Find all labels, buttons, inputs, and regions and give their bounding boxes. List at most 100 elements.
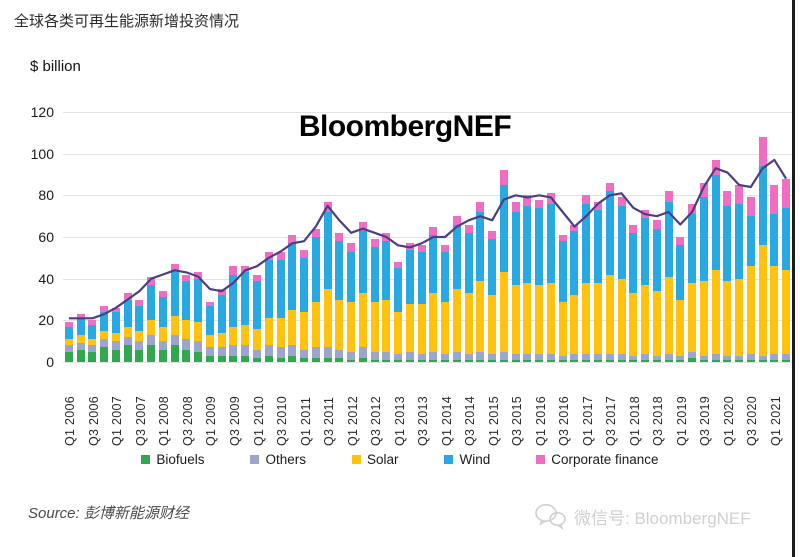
legend-label: Corporate finance <box>551 452 659 467</box>
bar-segment-solar <box>205 334 214 348</box>
bar-segment-solar <box>746 266 755 354</box>
bar-segment-corporate-finance <box>311 228 320 238</box>
bar-segment-corporate-finance <box>64 322 73 327</box>
bar-q1-2013 <box>394 262 403 362</box>
bar-segment-wind <box>711 174 720 271</box>
bar-segment-biofuels <box>123 345 132 362</box>
bar-segment-others <box>417 353 426 360</box>
x-tick-label: Q3 2015 <box>510 395 525 446</box>
bar-segment-corporate-finance <box>488 230 497 240</box>
trend-line-layer <box>68 158 788 320</box>
bar-q1-2017 <box>582 195 591 362</box>
bar-segment-others <box>64 345 73 352</box>
bar-q2-2014 <box>452 216 461 362</box>
bar-segment-others <box>723 355 732 360</box>
bar-segment-corporate-finance <box>417 245 426 252</box>
bar-q1-2007 <box>111 307 120 362</box>
bar-segment-biofuels <box>464 359 473 362</box>
bar-segment-wind <box>88 324 97 340</box>
bar-q1-2018 <box>629 224 638 362</box>
bar-segment-biofuels <box>300 357 309 362</box>
x-tick-label: Q3 2017 <box>604 395 619 446</box>
bar-segment-others <box>170 334 179 346</box>
bar-segment-others <box>394 353 403 360</box>
bar-segment-biofuels <box>253 357 261 362</box>
bar-segment-solar <box>617 278 626 354</box>
bar-segment-biofuels <box>652 359 661 362</box>
bar-segment-solar <box>499 272 508 352</box>
bar-segment-others <box>605 353 614 360</box>
bar-segment-solar <box>323 289 332 348</box>
bar-segment-corporate-finance <box>276 251 285 260</box>
bar-segment-solar <box>441 301 450 354</box>
bar-segment-others <box>746 353 755 360</box>
bar-segment-corporate-finance <box>782 178 791 208</box>
bar-segment-corporate-finance <box>158 291 167 298</box>
bar-segment-solar <box>464 293 473 354</box>
bar-segment-others <box>617 353 626 360</box>
x-tick-label: Q1 2021 <box>768 395 783 446</box>
x-tick-label: Q1 2015 <box>486 395 501 446</box>
bar-segment-corporate-finance <box>147 276 156 285</box>
bar-q1-2006 <box>64 322 73 362</box>
bar-segment-others <box>570 353 579 360</box>
bar-segment-corporate-finance <box>88 320 97 325</box>
bar-segment-wind <box>217 295 226 333</box>
bar-segment-wind <box>546 203 555 283</box>
x-tick-label: Q3 2006 <box>86 395 101 446</box>
bar-q4-2015 <box>523 195 532 362</box>
bar-segment-corporate-finance <box>582 195 591 204</box>
bar-segment-corporate-finance <box>123 293 132 300</box>
bar-segment-wind <box>770 214 779 267</box>
bar-segment-corporate-finance <box>370 239 379 248</box>
bar-segment-corporate-finance <box>617 197 626 206</box>
x-tick-label: Q1 2020 <box>721 395 736 446</box>
bar-segment-solar <box>711 270 720 354</box>
bar-segment-solar <box>382 299 391 352</box>
bar-segment-corporate-finance <box>300 249 309 258</box>
bar-segment-wind <box>194 278 203 323</box>
bar-q2-2021 <box>782 178 791 362</box>
x-tick-label: Q3 2009 <box>227 395 242 446</box>
x-tick-label: Q3 2020 <box>745 395 760 446</box>
bar-segment-corporate-finance <box>358 222 367 231</box>
bar-segment-corporate-finance <box>135 299 144 306</box>
bar-segment-solar <box>605 274 614 354</box>
y-tick-label: 20 <box>38 312 54 329</box>
x-tick-label: Q1 2012 <box>345 395 360 446</box>
bar-segment-corporate-finance <box>452 216 461 225</box>
bar-segment-solar <box>758 245 767 356</box>
x-tick-label: Q3 2019 <box>698 395 713 446</box>
x-tick-label: Q1 2011 <box>298 396 313 446</box>
bar-segment-others <box>699 355 708 360</box>
legend-swatch <box>250 455 260 464</box>
bar-segment-corporate-finance <box>735 184 744 204</box>
bar-q3-2019 <box>699 182 708 362</box>
bar-segment-others <box>205 347 214 356</box>
bar-segment-solar <box>217 332 226 348</box>
source-caption: Source: 彭博新能源财经 <box>28 505 189 522</box>
bar-segment-others <box>488 353 497 360</box>
bar-segment-biofuels <box>111 349 120 362</box>
bar-segment-biofuels <box>746 359 755 362</box>
bar-q4-2013 <box>429 226 438 362</box>
gridline-y-20 <box>63 320 792 322</box>
bar-segment-corporate-finance <box>499 170 508 185</box>
bar-segment-wind <box>405 249 414 304</box>
image-right-border <box>792 0 795 557</box>
bar-segment-biofuels <box>723 359 732 362</box>
bar-segment-wind <box>782 207 791 271</box>
bar-segment-biofuels <box>147 345 156 362</box>
bar-segment-corporate-finance <box>558 234 567 242</box>
bar-segment-others <box>782 353 791 360</box>
bar-segment-corporate-finance <box>746 197 755 217</box>
legend-item-corporate-finance: Corporate finance <box>536 452 659 467</box>
bloombergnef-watermark: BloombergNEF <box>298 110 512 143</box>
legend-swatch <box>351 455 361 464</box>
bar-segment-others <box>194 341 203 352</box>
bar-segment-solar <box>335 299 344 350</box>
bar-segment-corporate-finance <box>605 182 614 192</box>
bar-segment-biofuels <box>688 357 697 362</box>
bar-q1-2008 <box>158 291 167 362</box>
bar-segment-solar <box>582 282 591 354</box>
